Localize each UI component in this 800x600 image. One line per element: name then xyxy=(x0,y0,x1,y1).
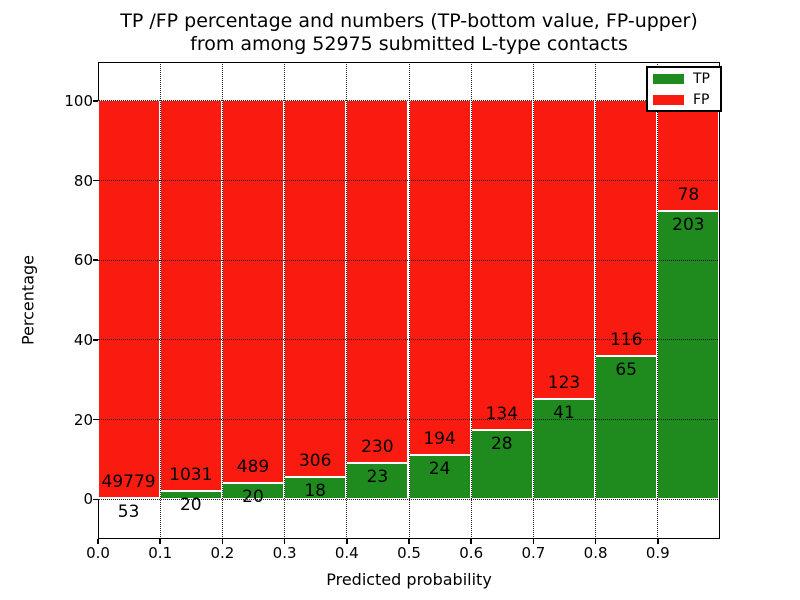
x-axis-tick xyxy=(97,539,99,544)
fp-count-label: 1031 xyxy=(169,465,213,486)
y-axis-tick xyxy=(93,498,98,501)
y-axis-title: Percentage xyxy=(18,254,38,346)
bar-segment-fp xyxy=(408,100,471,455)
x-tick-label: 0.4 xyxy=(334,544,359,562)
x-axis-tick xyxy=(159,539,161,544)
vertical-gridline xyxy=(159,61,161,539)
tp-count-label: 41 xyxy=(553,403,575,424)
fp-count-label: 489 xyxy=(236,457,270,478)
tp-count-label: 18 xyxy=(304,480,327,501)
y-tick-label: 100 xyxy=(64,91,93,110)
grid-layer xyxy=(97,61,720,539)
fp-count-label: 78 xyxy=(677,184,700,205)
y-axis-tick xyxy=(93,418,98,421)
y-axis-tick xyxy=(93,179,98,182)
x-tick-label: 0.5 xyxy=(397,544,421,562)
chart-title-line1: TP /FP percentage and numbers (TP-bottom… xyxy=(120,10,698,32)
x-axis-tick xyxy=(221,539,224,544)
tp-count-label: 24 xyxy=(428,458,451,479)
fp-count-label: 230 xyxy=(361,436,394,457)
legend-item-tp: TP xyxy=(648,68,720,89)
plot-area: 49779 53 1031 20 489 20 306 18 230 23 194 24 134 28 12… xyxy=(97,61,720,539)
x-axis-tick xyxy=(408,539,410,544)
x-tick-label: 0.2 xyxy=(210,544,235,562)
fp-count-label: 194 xyxy=(423,428,456,449)
bar-segment-fp xyxy=(346,100,409,463)
x-axis-tick xyxy=(470,539,472,544)
y-axis-tick xyxy=(93,100,98,102)
bar-segment-tp xyxy=(346,462,409,499)
y-tick-label: 0 xyxy=(83,490,93,509)
x-tick-label: 0.3 xyxy=(272,544,297,562)
bar-segment-tp xyxy=(408,454,471,499)
chart-title-line2: from among 52975 submitted L-type contac… xyxy=(190,32,628,55)
y-tick-label: 80 xyxy=(73,171,93,190)
fp-count-label: 116 xyxy=(609,329,643,350)
bar-segment-fp xyxy=(470,100,533,430)
y-tick-label: 40 xyxy=(73,330,93,349)
x-axis-tick xyxy=(657,539,659,544)
x-tick-label: 0.0 xyxy=(86,544,110,562)
bar-segment-fp xyxy=(97,100,160,499)
chart-title: TP /FP percentage and numbers (TP-bottom… xyxy=(98,10,720,55)
legend-label-tp: TP xyxy=(693,70,710,87)
vertical-gridline xyxy=(595,61,597,539)
y-tick-label: 60 xyxy=(73,251,93,270)
annotations-layer: 49779 53 1031 20 489 20 306 18 230 23 194 24 134 28 12… xyxy=(98,62,720,539)
bar-segment-tp xyxy=(595,355,658,499)
x-axis-tick xyxy=(283,539,286,544)
legend-box: TP FP xyxy=(646,66,722,112)
vertical-gridline xyxy=(657,61,659,539)
bar-segment-tp xyxy=(657,210,720,499)
tp-count-label: 20 xyxy=(179,495,202,516)
y-axis-tick xyxy=(93,339,98,341)
x-axis-title: Predicted probability xyxy=(326,570,492,589)
y-tick-label: 20 xyxy=(73,410,93,429)
fp-count-label: 134 xyxy=(485,403,519,424)
bar-segment-fp xyxy=(284,100,347,477)
vertical-gridline xyxy=(346,61,348,539)
legend-item-fp: FP xyxy=(648,89,720,110)
x-tick-label: 0.7 xyxy=(521,544,546,562)
x-axis-tick xyxy=(346,539,348,544)
tp-count-label: 65 xyxy=(615,359,638,380)
fp-count-label: 123 xyxy=(547,373,581,394)
x-tick-label: 0.6 xyxy=(459,544,484,562)
bar-segment-tp xyxy=(470,429,533,499)
tp-count-label: 28 xyxy=(490,433,513,454)
vertical-gridline xyxy=(284,61,286,539)
x-tick-label: 0.8 xyxy=(583,544,608,562)
bar-segment-fp xyxy=(595,100,658,356)
x-tick-label: 0.9 xyxy=(645,544,670,562)
fp-count-label: 49779 xyxy=(101,472,156,493)
tp-count-label: 203 xyxy=(672,214,705,235)
tp-count-label: 53 xyxy=(117,502,140,523)
vertical-gridline xyxy=(408,61,410,539)
x-axis-tick xyxy=(532,539,535,544)
vertical-gridline xyxy=(470,61,472,539)
tp-count-label: 20 xyxy=(242,487,264,508)
bar-segment-fp xyxy=(532,100,596,400)
vertical-gridline xyxy=(221,61,223,539)
tp-count-label: 23 xyxy=(366,466,389,487)
bar-segment-fp xyxy=(657,100,720,211)
tp-color-swatch xyxy=(653,73,684,84)
bar-segment-tp xyxy=(532,399,596,499)
vertical-gridline xyxy=(532,61,534,539)
fp-color-swatch xyxy=(653,94,684,105)
x-tick-label: 0.1 xyxy=(148,544,173,562)
x-axis-tick xyxy=(594,539,597,544)
fp-count-label: 306 xyxy=(298,450,332,471)
y-axis-tick xyxy=(93,259,98,261)
legend-label-fp: FP xyxy=(693,91,710,108)
